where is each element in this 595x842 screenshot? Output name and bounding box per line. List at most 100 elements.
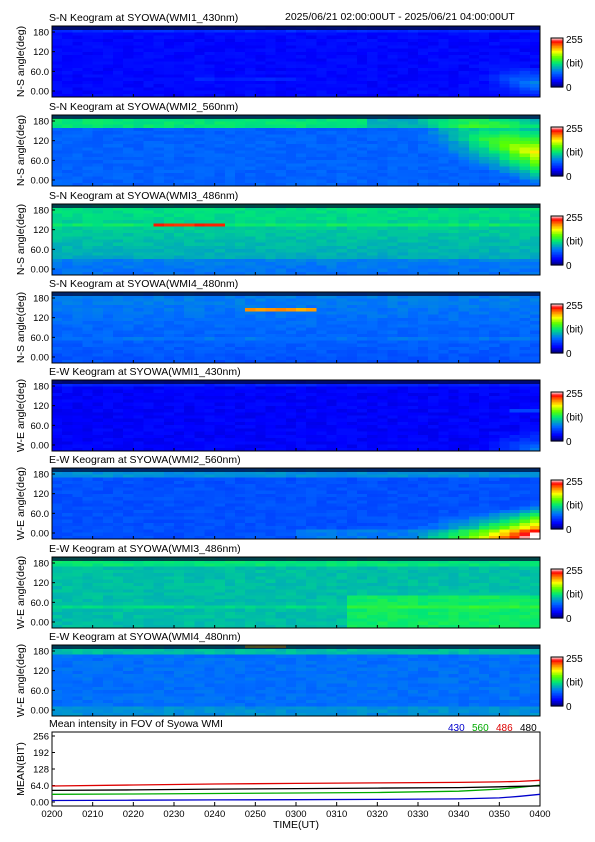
x-tick-label: 0220 xyxy=(123,809,144,820)
panel-title: E-W Keogram at SYOWA(WMI2_560nm) xyxy=(49,454,241,466)
keogram-panel-6: E-W Keogram at SYOWA(WMI2_560nm)180 120 60… xyxy=(15,454,583,540)
colorbar-min-label: 0 xyxy=(566,349,572,360)
legend-entry: 430 xyxy=(448,723,465,734)
colorbar-unit-label: (bit) xyxy=(566,590,583,601)
keogram-heatmap xyxy=(52,557,541,629)
y-tick-label: 180 xyxy=(33,647,49,658)
colorbar-max-label: 255 xyxy=(566,213,583,224)
colorbar-max-label: 255 xyxy=(566,124,583,135)
colorbar: 255 (bit) 0 xyxy=(550,301,583,360)
panel-title: S-N Keogram at SYOWA(WMI3_486nm) xyxy=(49,190,238,202)
colorbar-min-label: 0 xyxy=(566,702,572,713)
y-tick-label: 180 xyxy=(33,28,49,39)
y-tick-label: 0.00 xyxy=(31,176,50,187)
keogram-panel-3: S-N Keogram at SYOWA(WMI3_486nm)180 120 60… xyxy=(15,190,583,276)
panel-title: E-W Keogram at SYOWA(WMI3_486nm) xyxy=(49,543,241,555)
keogram-heatmap xyxy=(52,292,541,364)
mean-y-tick-label: 128 xyxy=(33,765,49,776)
x-tick-label: 0210 xyxy=(82,809,103,820)
keogram-panel-5: E-W Keogram at SYOWA(WMI1_430nm)180 120 60… xyxy=(15,366,583,452)
colorbar: 255 (bit) 0 xyxy=(550,654,583,713)
x-tick-label: 0340 xyxy=(448,809,469,820)
mean-intensity-panel: Mean intensity in FOV of Syowa WMI 430 560… xyxy=(15,718,551,831)
keogram-heatmap xyxy=(52,26,541,98)
y-tick-label: 0.00 xyxy=(31,87,50,98)
mean-y-axis-label: MEAN(BIT) xyxy=(15,742,27,796)
colorbar-unit-label: (bit) xyxy=(566,148,583,159)
x-tick-label: 0310 xyxy=(326,809,347,820)
y-tick-label: 120 xyxy=(33,225,49,236)
y-tick-label: 0.00 xyxy=(31,618,50,629)
keogram-panel-8: E-W Keogram at SYOWA(WMI4_480nm)180 120 60… xyxy=(15,631,583,717)
mean-panel-frame xyxy=(51,731,541,807)
y-tick-label: 120 xyxy=(33,47,49,58)
y-tick-label: 60.0 xyxy=(31,509,50,520)
y-tick-label: 180 xyxy=(33,294,49,305)
colorbar-max-label: 255 xyxy=(566,566,583,577)
x-axis-label: TIME(UT) xyxy=(273,819,319,831)
series-line-486 xyxy=(51,779,541,787)
series-line-430 xyxy=(51,793,541,802)
keogram-heatmap xyxy=(52,204,541,276)
mean-y-tick-label: 256 xyxy=(33,732,49,743)
legend-entry: 486 xyxy=(496,723,513,734)
y-tick-label: 0.00 xyxy=(31,353,50,364)
y-tick-label: 0.00 xyxy=(31,265,50,276)
y-tick-label: 0.00 xyxy=(31,441,50,452)
mean-y-tick-label: 64.0 xyxy=(31,781,50,792)
y-tick-label: 180 xyxy=(33,559,49,570)
keogram-heatmap xyxy=(52,380,541,452)
y-tick-label: 180 xyxy=(33,206,49,217)
y-tick-label: 60.0 xyxy=(31,598,50,609)
colorbar-max-label: 255 xyxy=(566,389,583,400)
y-tick-label: 60.0 xyxy=(31,67,50,78)
x-tick-label: 0330 xyxy=(407,809,428,820)
y-tick-label: 0.00 xyxy=(31,529,50,540)
mean-panel-title: Mean intensity in FOV of Syowa WMI xyxy=(49,718,223,730)
y-axis-label: W-E angle(deg) xyxy=(15,644,27,717)
colorbar-unit-label: (bit) xyxy=(566,678,583,689)
y-tick-label: 60.0 xyxy=(31,333,50,344)
colorbar-unit-label: (bit) xyxy=(566,413,583,424)
x-tick-label: 0230 xyxy=(163,809,184,820)
x-tick-label: 0200 xyxy=(41,809,62,820)
y-axis-label: N-S angle(deg) xyxy=(15,115,27,186)
y-tick-label: 180 xyxy=(33,470,49,481)
colorbar: 255 (bit) 0 xyxy=(550,35,583,94)
y-axis-label: N-S angle(deg) xyxy=(15,292,27,363)
x-tick-label: 0300 xyxy=(285,809,306,820)
panel-title: S-N Keogram at SYOWA(WMI1_430nm) xyxy=(49,12,238,24)
colorbar-min-label: 0 xyxy=(566,525,572,536)
colorbar: 255 (bit) 0 xyxy=(550,124,583,183)
y-axis-label: N-S angle(deg) xyxy=(15,26,27,97)
y-tick-label: 120 xyxy=(33,578,49,589)
panel-title: S-N Keogram at SYOWA(WMI4_480nm) xyxy=(49,278,238,290)
colorbar: 255 (bit) 0 xyxy=(550,213,583,272)
colorbar-max-label: 255 xyxy=(566,35,583,46)
colorbar-unit-label: (bit) xyxy=(566,59,583,70)
y-tick-label: 120 xyxy=(33,666,49,677)
y-tick-label: 60.0 xyxy=(31,421,50,432)
keogram-panel-2: S-N Keogram at SYOWA(WMI2_560nm)180 120 60… xyxy=(15,101,583,187)
colorbar-unit-label: (bit) xyxy=(566,325,583,336)
keogram-panel-7: E-W Keogram at SYOWA(WMI3_486nm)180 120 60… xyxy=(15,543,583,629)
series-line-560 xyxy=(51,784,541,795)
panel-title: E-W Keogram at SYOWA(WMI1_430nm) xyxy=(49,366,241,378)
legend-entry: 480 xyxy=(520,723,537,734)
colorbar: 255 (bit) 0 xyxy=(550,566,583,625)
keogram-panel-1: S-N Keogram at SYOWA(WMI1_430nm)180 120 60… xyxy=(15,12,583,98)
colorbar-min-label: 0 xyxy=(566,83,572,94)
mean-y-tick-label: 0.00 xyxy=(31,798,50,809)
panel-title: S-N Keogram at SYOWA(WMI2_560nm) xyxy=(49,101,238,113)
y-tick-label: 120 xyxy=(33,313,49,324)
y-axis-label: W-E angle(deg) xyxy=(15,556,27,629)
y-axis-label: N-S angle(deg) xyxy=(15,204,27,275)
colorbar: 255 (bit) 0 xyxy=(550,389,583,448)
colorbar-min-label: 0 xyxy=(566,614,572,625)
series-line-480 xyxy=(51,785,541,792)
keogram-heatmap xyxy=(52,115,541,187)
colorbar-min-label: 0 xyxy=(566,261,572,272)
panel-title: E-W Keogram at SYOWA(WMI4_480nm) xyxy=(49,631,241,643)
x-tick-label: 0320 xyxy=(367,809,388,820)
